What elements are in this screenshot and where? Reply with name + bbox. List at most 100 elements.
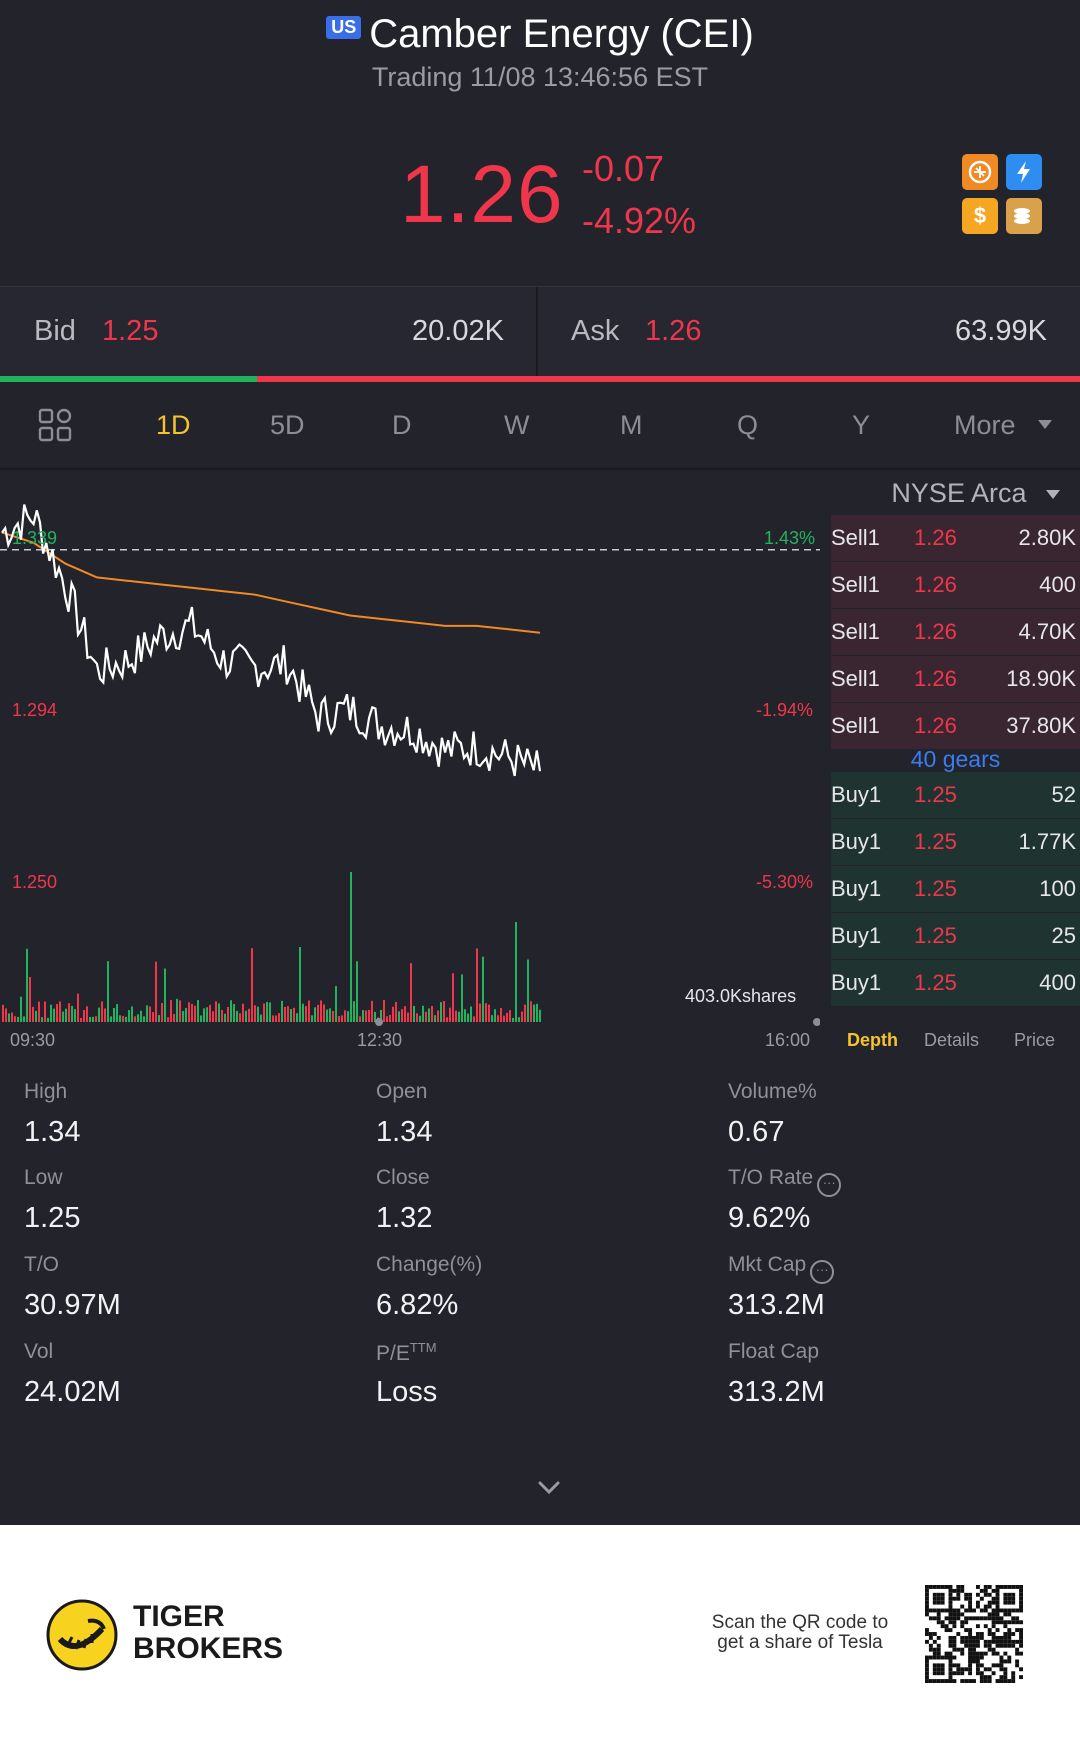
volume-bars xyxy=(2,872,541,1022)
pe-label-text: P/E xyxy=(376,1342,410,1365)
order-size: 2.80K xyxy=(1018,525,1077,550)
divider xyxy=(536,287,538,377)
buy-order-row: Buy1 1.25 400 xyxy=(831,960,1080,1006)
order-size: 400 xyxy=(1039,970,1076,995)
volume-bar xyxy=(263,1003,265,1022)
gears-selector[interactable]: 40 gears xyxy=(910,746,1001,772)
exchange-select[interactable]: NYSE Arca xyxy=(891,478,1060,509)
volume-bar xyxy=(155,961,157,1022)
volume-bar xyxy=(71,1005,73,1022)
volume-bar xyxy=(158,1015,160,1022)
volume-bar xyxy=(59,1001,61,1022)
volume-bar xyxy=(116,1004,118,1022)
dollar-icon[interactable]: $ xyxy=(962,198,998,234)
volume-bar xyxy=(23,1016,25,1022)
order-size: 37.80K xyxy=(1006,713,1076,738)
volume-bar xyxy=(401,1009,403,1022)
volume-bar xyxy=(218,1003,220,1022)
order-side: Sell1 xyxy=(831,619,880,644)
volume-bar xyxy=(107,961,109,1022)
stat-value-high: 1.34 xyxy=(24,1116,81,1148)
volume-bar xyxy=(398,1011,400,1022)
tab-5d[interactable]: 5D xyxy=(270,410,305,440)
ask-size: 63.99K xyxy=(955,315,1047,347)
volume-bar xyxy=(20,996,22,1022)
volume-bar xyxy=(527,959,529,1022)
stat-value-close: 1.32 xyxy=(376,1202,433,1234)
volume-bar xyxy=(32,1006,34,1022)
more-info-icon[interactable]: ··· xyxy=(817,1173,842,1197)
coins-icon[interactable] xyxy=(1006,198,1042,234)
volume-bar xyxy=(434,1015,436,1022)
volume-bar xyxy=(203,1008,205,1022)
volume-bar xyxy=(284,1007,286,1022)
pct-label-mid: -1.94% xyxy=(756,700,814,720)
volume-bar xyxy=(98,1007,100,1022)
volume-bar xyxy=(53,1008,55,1022)
tab-d[interactable]: D xyxy=(392,410,412,440)
grid-icon[interactable] xyxy=(38,408,72,442)
tab-w[interactable]: W xyxy=(504,410,530,440)
stat-value-volpct: 0.67 xyxy=(728,1116,785,1148)
tab-price[interactable]: Price xyxy=(1014,1030,1056,1050)
volume-bar xyxy=(86,1006,88,1022)
volume-bar xyxy=(419,1015,421,1022)
volume-bar xyxy=(38,1001,40,1022)
volume-bar xyxy=(314,1007,316,1022)
intraday-chart[interactable]: 1.339 1.294 1.250 1.43% -1.94% -5.30% 40… xyxy=(0,472,821,1052)
tab-more[interactable]: More xyxy=(954,410,1016,440)
volume-bar xyxy=(305,1006,307,1022)
volume-bar xyxy=(341,1015,343,1022)
volume-bar xyxy=(383,1000,385,1022)
volume-bar xyxy=(512,1017,514,1022)
stat-label-volpct: Volume% xyxy=(728,1080,817,1103)
order-size: 4.70K xyxy=(1018,619,1077,644)
volume-bar xyxy=(344,1010,346,1022)
volume-bar xyxy=(149,1006,151,1022)
volume-bar xyxy=(458,1011,460,1022)
volume-bar xyxy=(479,1003,481,1022)
x-label-mid: 12:30 xyxy=(357,1030,403,1050)
more-info-icon[interactable]: ··· xyxy=(810,1260,835,1284)
ask-ratio-bar xyxy=(257,376,1080,382)
volume-bar xyxy=(281,1000,283,1022)
chevron-down-icon[interactable] xyxy=(1038,420,1052,429)
order-side: Buy1 xyxy=(831,876,882,901)
volume-bar xyxy=(80,1017,82,1022)
tab-m[interactable]: M xyxy=(620,410,643,440)
stat-value-vol: 24.02M xyxy=(24,1376,121,1408)
volume-bar xyxy=(287,1006,289,1022)
volume-bar xyxy=(476,948,478,1022)
brain-icon[interactable] xyxy=(962,154,998,190)
expand-chevron-icon[interactable] xyxy=(535,1474,563,1502)
volume-bar xyxy=(35,1010,37,1022)
volume-bar xyxy=(389,1014,391,1022)
tab-details[interactable]: Details xyxy=(924,1030,980,1050)
tab-y[interactable]: Y xyxy=(852,410,871,440)
volume-bar xyxy=(371,1000,373,1022)
volume-bar xyxy=(11,1012,13,1022)
volume-bar xyxy=(416,1013,418,1022)
last-price: 1.26 xyxy=(400,149,564,240)
volume-bar xyxy=(515,922,517,1022)
volume-bar xyxy=(506,1012,508,1022)
volume-bar xyxy=(131,1006,133,1022)
tab-depth[interactable]: Depth xyxy=(847,1030,898,1050)
volume-bar xyxy=(311,1015,313,1022)
lightning-icon[interactable] xyxy=(1006,154,1042,190)
stat-label-low: Low xyxy=(24,1166,63,1189)
pct-label-top: 1.43% xyxy=(764,528,816,548)
volume-bar xyxy=(428,1008,430,1022)
order-price: 1.25 xyxy=(914,829,957,854)
axis-marker xyxy=(813,1018,821,1026)
brand-name: TIGER BROKERS xyxy=(133,1601,283,1665)
volume-bar xyxy=(14,1016,16,1022)
bid-label: Bid xyxy=(34,315,76,347)
bid-ask-row: Bid 1.25 20.02K Ask 1.26 63.99K xyxy=(0,286,1080,377)
volume-bar xyxy=(206,1007,208,1022)
tab-q[interactable]: Q xyxy=(737,410,759,440)
tab-1d[interactable]: 1D xyxy=(156,410,191,440)
volume-bar xyxy=(113,1007,115,1022)
volume-bar xyxy=(167,1017,169,1022)
volume-bar xyxy=(533,1004,535,1022)
